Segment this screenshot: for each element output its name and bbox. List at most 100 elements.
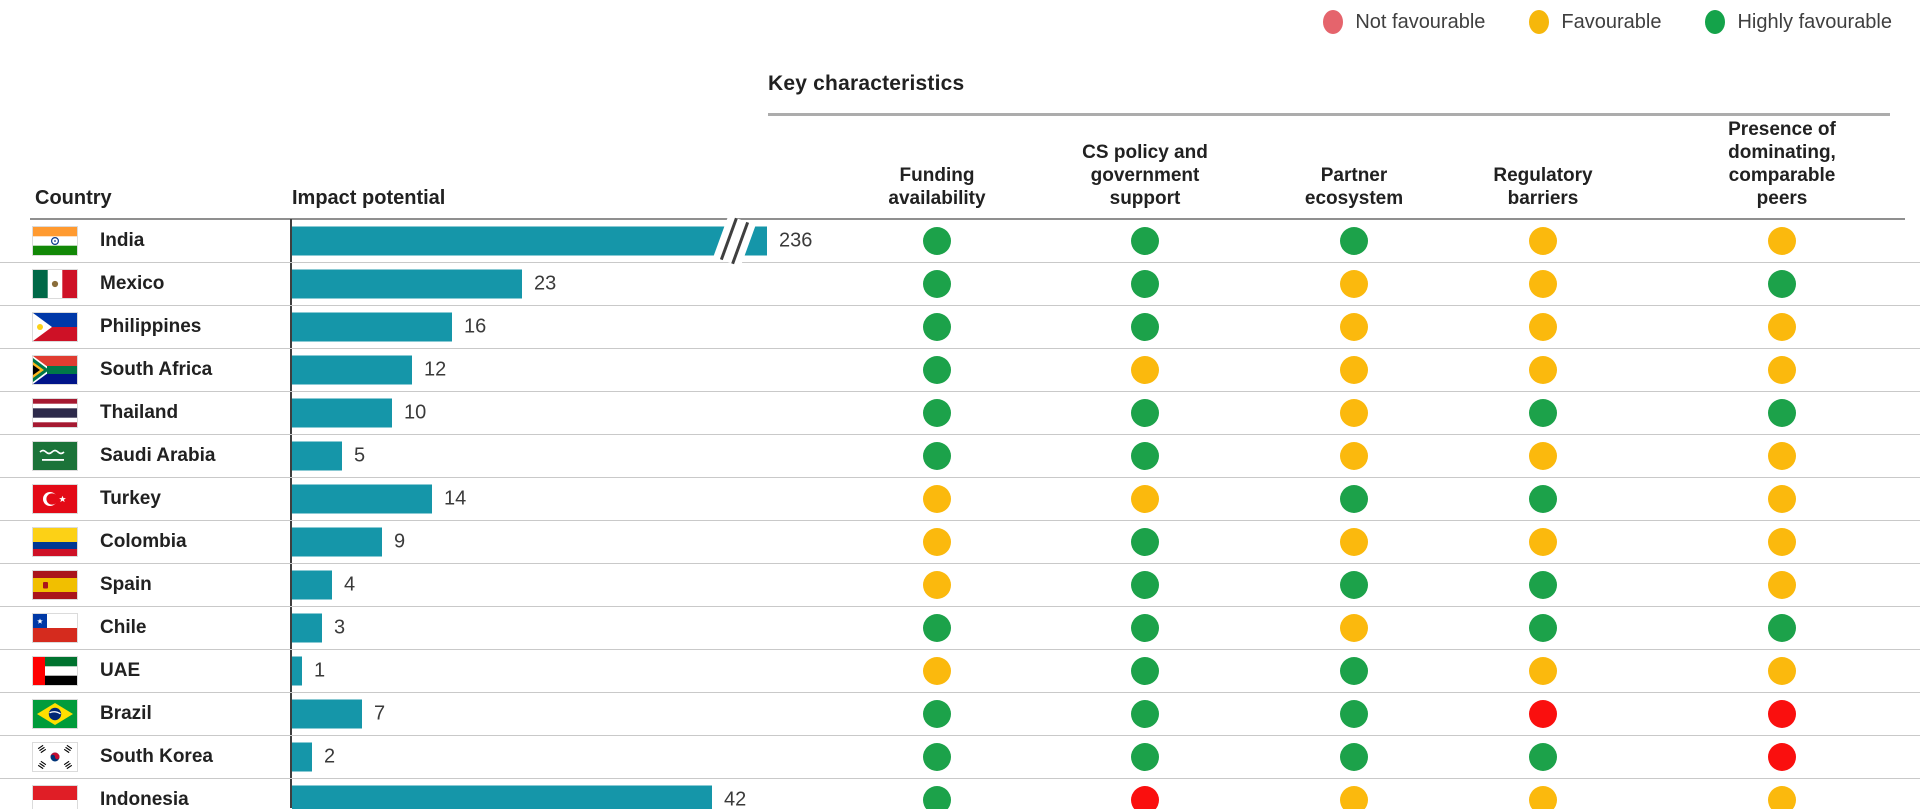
rating-dot [1131, 442, 1159, 470]
table-body: India 236 Mexico 23 Philippines 16 South… [0, 217, 1920, 809]
rating-dot [1340, 485, 1368, 513]
characteristic-column-header: CS policy and government support [1082, 142, 1208, 209]
table-row: Thailand 10 [0, 392, 1920, 435]
rating-dot [1768, 657, 1796, 685]
country-name: Philippines [100, 316, 202, 337]
legend-dot-icon [1323, 10, 1344, 34]
legend-item: Highly favourable [1705, 10, 1892, 34]
rating-dot [1131, 786, 1159, 809]
country-name: Mexico [100, 273, 165, 294]
country-name: Chile [100, 617, 147, 638]
rating-dot [1131, 571, 1159, 599]
impact-potential-bar [292, 699, 362, 729]
impact-potential-bar [292, 785, 712, 809]
impact-potential-value: 42 [724, 788, 747, 809]
south-africa-flag-icon [33, 356, 77, 384]
turkey-flag-icon [33, 485, 77, 513]
legend-label: Favourable [1561, 10, 1662, 33]
table-header: Key characteristics Funding availability… [0, 0, 1920, 218]
rating-dot [1768, 270, 1796, 298]
characteristic-column-header: Regulatory barriers [1493, 165, 1593, 209]
thailand-flag-icon [33, 399, 77, 427]
uae-flag-icon [33, 657, 77, 685]
characteristic-column-header: Partner ecosystem [1304, 165, 1404, 209]
rating-dot [1529, 571, 1557, 599]
rating-dot [1768, 743, 1796, 771]
rating-dot [1529, 485, 1557, 513]
rating-dot [1768, 700, 1796, 728]
characteristic-column-header: Presence of dominating, comparable peers [1728, 119, 1836, 209]
rating-dot [1529, 528, 1557, 556]
spain-flag-icon [33, 571, 77, 599]
rating-dot [923, 786, 951, 809]
rating-dot [1131, 743, 1159, 771]
rating-dot [1529, 657, 1557, 685]
rating-dot [1131, 270, 1159, 298]
rating-dot [1768, 614, 1796, 642]
rating-dot [923, 528, 951, 556]
impact-potential-value: 10 [404, 401, 427, 424]
impact-potential-value: 2 [324, 745, 336, 768]
indonesia-flag-icon [33, 786, 77, 809]
impact-potential-bar [292, 570, 332, 600]
country-column-header: Country [35, 187, 112, 209]
impact-potential-bar [292, 656, 302, 686]
country-name: Indonesia [100, 789, 189, 809]
impact-potential-bar [292, 613, 322, 643]
rating-dot [1340, 571, 1368, 599]
table-row: India 236 [0, 217, 1920, 265]
impact-potential-value: 5 [354, 444, 366, 467]
rating-dot [923, 700, 951, 728]
rating-dot [1768, 528, 1796, 556]
legend-label: Highly favourable [1737, 10, 1892, 33]
impact-potential-bar [292, 269, 522, 299]
legend-dot-icon [1529, 10, 1550, 34]
legend: Not favourable Favourable Highly favourabl… [1323, 10, 1892, 34]
rating-dot [1340, 700, 1368, 728]
rating-dot [923, 313, 951, 341]
impact-potential-bar [292, 355, 412, 385]
impact-potential-value: 236 [779, 229, 813, 252]
rating-dot [1768, 571, 1796, 599]
rating-dot [1529, 786, 1557, 809]
rating-dot [1768, 313, 1796, 341]
rating-dot [1131, 485, 1159, 513]
table-row: Colombia 9 [0, 521, 1920, 564]
rating-dot [1340, 270, 1368, 298]
country-name: Spain [100, 574, 152, 595]
impact-potential-bar [292, 527, 382, 557]
rating-dot [1131, 313, 1159, 341]
country-name: South Africa [100, 359, 213, 380]
legend-label: Not favourable [1355, 10, 1486, 33]
impact-potential-bar [292, 226, 767, 256]
rating-dot [1340, 356, 1368, 384]
table-row: Indonesia 42 [0, 779, 1920, 809]
philippines-flag-icon [33, 313, 77, 341]
rating-dot [1340, 657, 1368, 685]
impact-potential-value: 4 [344, 573, 356, 596]
impact-potential-bar [292, 441, 342, 471]
table-row: Turkey 14 [0, 478, 1920, 521]
rating-dot [923, 227, 951, 255]
rating-dot [1340, 614, 1368, 642]
characteristic-column-header: Funding availability [888, 165, 986, 209]
rating-dot [1768, 399, 1796, 427]
rating-dot [923, 614, 951, 642]
bar-axis-line [290, 219, 292, 808]
table-row: South Korea 2 [0, 736, 1920, 779]
rating-dot [1340, 313, 1368, 341]
rating-dot [1529, 356, 1557, 384]
legend-dot-icon [1705, 10, 1726, 34]
rating-dot [1529, 700, 1557, 728]
rating-dot [923, 442, 951, 470]
rating-dot [1529, 442, 1557, 470]
rating-dot [923, 485, 951, 513]
rating-dot [923, 743, 951, 771]
brazil-flag-icon [33, 700, 77, 728]
table-row: Philippines 16 [0, 306, 1920, 349]
impact-potential-column-header: Impact potential [292, 187, 446, 209]
country-name: Colombia [100, 531, 187, 552]
impact-potential-value: 7 [374, 702, 386, 725]
mexico-flag-icon [33, 270, 77, 298]
